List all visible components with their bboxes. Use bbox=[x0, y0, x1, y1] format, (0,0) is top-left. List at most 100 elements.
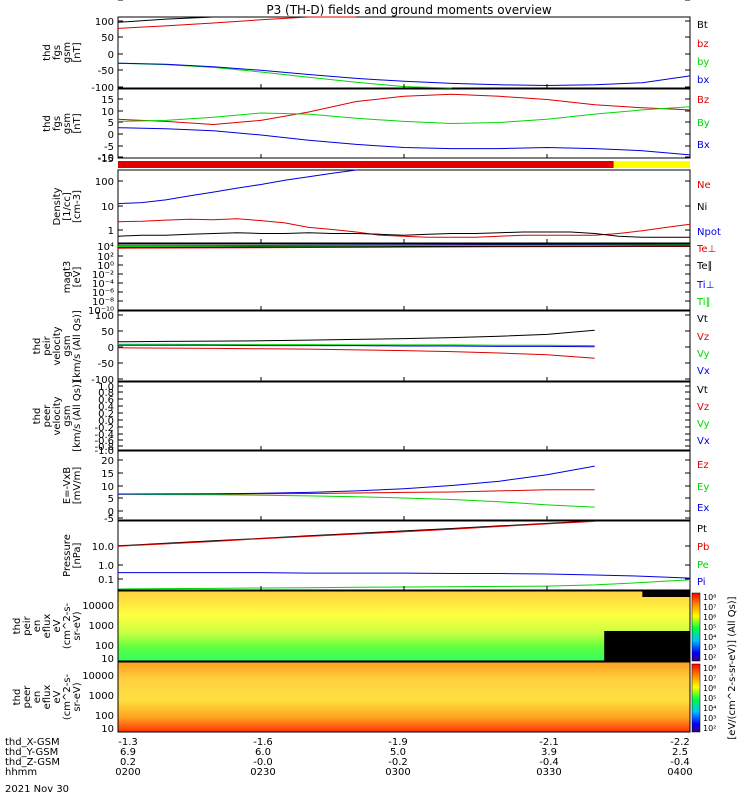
y-axis-label: [nT] bbox=[72, 113, 83, 133]
mode-bar-yellow bbox=[613, 161, 690, 168]
panel-peir_en_eflux: 10000 1000 100 10 thd peir en eflux eV (cm^2-s-sr… bbox=[12, 601, 691, 665]
y-tick-label: -1.0 bbox=[94, 446, 114, 457]
y-tick-label: 10² bbox=[97, 252, 114, 263]
ephemeris-value: -0.4 bbox=[539, 757, 559, 768]
ephemeris-value: -2.1 bbox=[539, 737, 559, 748]
legend-label: Ti∥ bbox=[696, 297, 711, 308]
ephemeris-value: 6.9 bbox=[120, 747, 136, 758]
spectrogram-frame bbox=[117, 590, 691, 662]
y-axis-label: [km/s (All Qs)] bbox=[72, 310, 83, 382]
legend-label: by bbox=[697, 57, 709, 68]
legend-label: Ex bbox=[697, 503, 709, 514]
y-tick-label: 10⁰ bbox=[97, 261, 114, 272]
legend-label: Te⊥ bbox=[696, 244, 716, 255]
y-axis-label: peer bbox=[22, 685, 33, 709]
ephemeris-value: -2.2 bbox=[670, 737, 690, 748]
legend-label: Vz bbox=[697, 402, 709, 413]
y-tick-label: 5 bbox=[108, 494, 114, 505]
panel-frame bbox=[117, 520, 691, 591]
y-tick-label: 15 bbox=[101, 95, 114, 106]
y-tick-label: 100 bbox=[95, 177, 114, 188]
series-Bz bbox=[117, 93, 691, 126]
legend-label: Bt bbox=[697, 20, 708, 31]
colorbar-tick-label: 10⁵ bbox=[703, 623, 716, 632]
panel-thd_fgs_gsm: 100 50 0 -50 -100 thd fgs gsm [nT] Bt bz by bx bbox=[42, 16, 709, 94]
y-axis-label: thd bbox=[32, 408, 43, 425]
y-axis-label: (cm^2-s- bbox=[62, 602, 73, 649]
y-tick-label: 1000 bbox=[89, 621, 114, 632]
y-axis-label: [eV] bbox=[72, 267, 83, 288]
y-tick-label: 50 bbox=[101, 327, 114, 338]
ephemeris-value: 6.0 bbox=[255, 747, 271, 758]
y-axis-label: [nPa] bbox=[72, 542, 83, 568]
figure-title: P3 (TH-D) fields and ground moments over… bbox=[266, 3, 551, 17]
y-axis-label: magt3 bbox=[62, 261, 73, 294]
series-Ti∥ bbox=[117, 244, 691, 247]
y-tick-label: -5 bbox=[104, 514, 114, 525]
y-axis-label: velocity bbox=[52, 326, 63, 365]
y-tick-label: 10 bbox=[101, 724, 114, 735]
y-axis-label: eV bbox=[52, 619, 63, 632]
spectrogram-electron bbox=[117, 661, 691, 733]
ephemeris-value: 0330 bbox=[536, 767, 561, 778]
colorbar-tick-label: 10⁸ bbox=[703, 593, 716, 602]
colorbar-gradient bbox=[691, 663, 701, 733]
series-Ex bbox=[117, 465, 595, 495]
y-tick-label: 10 bbox=[101, 202, 114, 213]
y-tick-label: 10 bbox=[101, 654, 114, 665]
legend-label: Pb bbox=[697, 542, 709, 553]
y-axis-label: gsm bbox=[62, 405, 73, 426]
spectrogram-ion-fill bbox=[118, 591, 690, 661]
ephemeris-value: -0.4 bbox=[670, 757, 690, 768]
series-Bt bbox=[117, 16, 261, 23]
y-axis-label: peir bbox=[42, 335, 53, 355]
y-tick-label: 15 bbox=[101, 469, 114, 480]
y-axis-label: gsm bbox=[62, 42, 73, 63]
y-tick-label: 10.0 bbox=[92, 542, 114, 553]
series-Vx bbox=[118, 344, 595, 348]
colorbar-tick-label: 10² bbox=[703, 724, 716, 733]
series-Ni bbox=[117, 231, 690, 238]
y-tick-label: 10⁻⁸ bbox=[92, 297, 114, 308]
panel-frame bbox=[117, 381, 691, 451]
y-tick-label: -5 bbox=[104, 142, 114, 153]
y-tick-label: 20 bbox=[101, 456, 114, 467]
legend-label: Vz bbox=[697, 332, 709, 343]
legend-label: By bbox=[697, 118, 710, 129]
ephemeris-row-label: hhmm bbox=[5, 767, 37, 778]
legend-label: Vt bbox=[697, 385, 708, 396]
y-tick-label: 10000 bbox=[82, 671, 114, 682]
series-Pt bbox=[117, 520, 595, 547]
panel-density: 100 10 1 Density [1/cc] [cm-3] Ne Ni Npot bbox=[52, 169, 721, 244]
y-tick-label: -50 bbox=[98, 66, 114, 77]
panel-peer_velocity: 1.00.80.60.40.20.0-0.2-0.4-0.6-0.8-1.0 th… bbox=[32, 380, 710, 457]
series-By bbox=[117, 106, 691, 125]
legend-label: Pe bbox=[697, 560, 709, 571]
colorbar-tick-label: 10⁶ bbox=[703, 613, 716, 622]
y-tick-label: 100 bbox=[95, 641, 114, 652]
y-tick-label: -50 bbox=[98, 359, 114, 370]
y-tick-label: 1 bbox=[108, 226, 114, 237]
y-tick-label: -10 bbox=[98, 0, 114, 3]
legend-label: Ti⊥ bbox=[696, 280, 714, 291]
y-tick-label: 0.2 bbox=[98, 409, 114, 420]
ephemeris-value: 2.5 bbox=[672, 747, 688, 758]
legend-label: bx bbox=[697, 75, 709, 86]
y-tick-label: -0.2 bbox=[94, 423, 114, 434]
series-bz bbox=[117, 16, 357, 29]
y-tick-label: 1.0 bbox=[98, 382, 114, 393]
ephemeris-value: 0300 bbox=[385, 767, 410, 778]
y-tick-label: -15 bbox=[98, 154, 114, 165]
y-axis-label: thd bbox=[42, 115, 53, 132]
colorbar-tick-label: 10³ bbox=[703, 714, 716, 723]
y-axis-label: velocity bbox=[52, 396, 63, 435]
mode-bar-red bbox=[118, 161, 614, 168]
colorbar-tick-label: 10⁵ bbox=[703, 694, 716, 703]
ephemeris-value: 5.0 bbox=[390, 747, 406, 758]
colorbar-unit-label: [eV/(cm^2-s-sr-eV)] (All Qs)] bbox=[727, 596, 738, 739]
legend-label: bz bbox=[697, 39, 709, 50]
